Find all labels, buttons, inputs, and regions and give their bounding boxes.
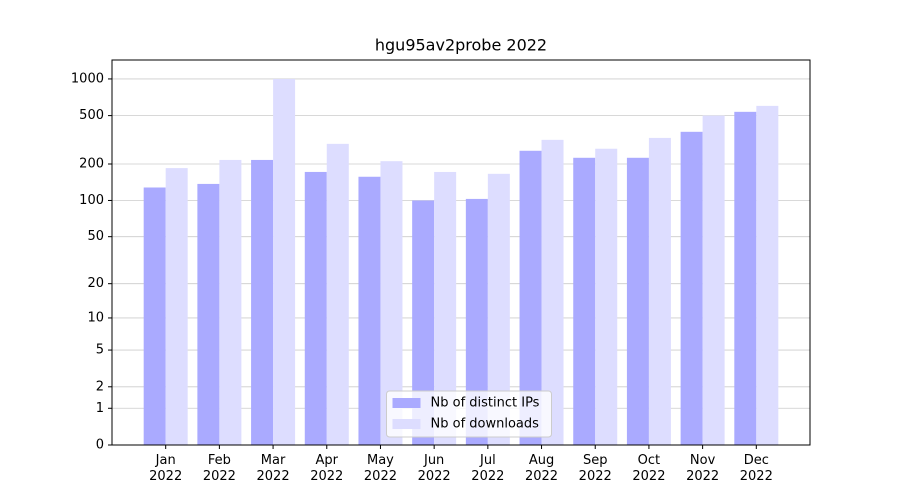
legend-label: Nb of downloads	[431, 417, 540, 432]
x-tick-label: Jan 2022	[149, 453, 183, 484]
y-tick-label: 0	[96, 438, 104, 453]
legend-box	[386, 390, 552, 438]
y-tick-label: 5	[96, 343, 104, 358]
x-tick-label: Feb 2022	[202, 453, 236, 484]
bar	[380, 161, 403, 445]
bar	[680, 131, 703, 445]
x-tick-label: Mar 2022	[256, 453, 290, 484]
bar	[541, 139, 564, 446]
bar	[465, 198, 488, 445]
bar	[273, 78, 296, 445]
legend-label: Nb of distinct IPs	[431, 396, 540, 411]
bar	[487, 173, 510, 445]
bar	[197, 183, 220, 445]
bar	[734, 111, 757, 446]
x-tick-label: May 2022	[363, 453, 397, 484]
y-tick-label: 50	[87, 229, 104, 244]
bar	[165, 168, 188, 445]
x-tick-label: Sep 2022	[578, 453, 612, 484]
y-tick-label: 100	[79, 193, 104, 208]
x-tick-label: Jul 2022	[471, 453, 505, 484]
x-tick-label: Aug 2022	[524, 453, 559, 484]
bar	[143, 187, 166, 445]
x-tick-label: Nov 2022	[686, 453, 720, 484]
bar	[648, 137, 671, 445]
bar	[219, 159, 242, 445]
legend-swatch	[392, 398, 421, 408]
bar	[358, 176, 381, 445]
chart-title: hgu95av2probe 2022	[375, 36, 547, 55]
bar	[412, 200, 435, 445]
legend-swatch	[392, 419, 421, 429]
y-tick-label: 10	[87, 310, 104, 325]
x-tick-label: Jun 2022	[417, 453, 451, 484]
bar	[595, 148, 618, 445]
bar	[434, 171, 457, 445]
y-tick-label: 1000	[71, 71, 104, 86]
axes-frame	[111, 59, 811, 446]
x-tick-label: Dec 2022	[739, 453, 773, 484]
y-tick-label: 1	[96, 401, 104, 416]
bar	[573, 157, 596, 445]
bar	[702, 115, 725, 445]
legend: Nb of distinct IPs Nb of downloads	[386, 390, 552, 438]
bar	[304, 171, 327, 445]
y-tick-label: 2	[96, 379, 104, 394]
x-tick-label: Oct 2022	[632, 453, 666, 484]
bar	[251, 159, 274, 445]
bar	[519, 150, 542, 445]
y-tick-label: 20	[87, 276, 104, 291]
bar	[756, 105, 779, 445]
x-tick-label: Apr 2022	[310, 453, 344, 484]
y-tick-label: 500	[79, 108, 104, 123]
bar	[326, 143, 349, 445]
bar	[626, 157, 649, 445]
y-tick-label: 200	[79, 157, 104, 172]
